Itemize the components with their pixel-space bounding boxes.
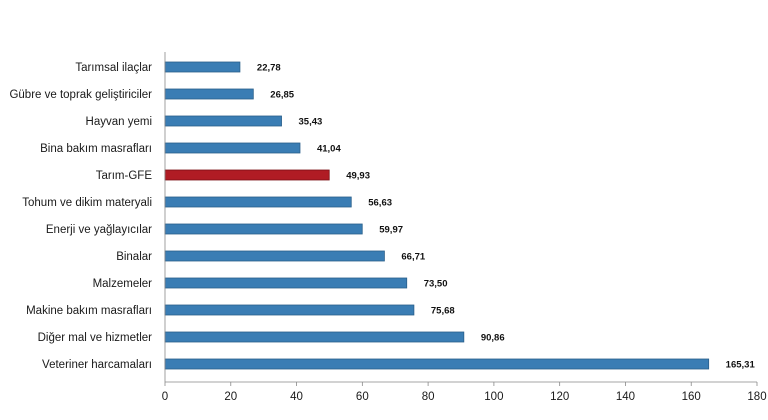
value-label-10: 90,86 bbox=[481, 333, 505, 344]
bar-4 bbox=[164, 169, 330, 181]
bar-1 bbox=[164, 88, 254, 100]
value-label-6: 59,97 bbox=[379, 225, 403, 236]
value-label-8: 73,50 bbox=[424, 279, 448, 290]
bar-6 bbox=[164, 223, 363, 235]
bar-7 bbox=[164, 250, 385, 262]
category-label-7: Binalar bbox=[116, 251, 152, 263]
bar-2 bbox=[164, 115, 282, 127]
bar-3 bbox=[164, 142, 301, 154]
x-tick-label-0: 0 bbox=[162, 391, 168, 403]
bar-10 bbox=[164, 331, 465, 343]
value-label-7: 66,71 bbox=[401, 252, 425, 263]
x-tick-label-4: 80 bbox=[422, 391, 435, 403]
x-tick-label-1: 20 bbox=[224, 391, 237, 403]
x-tick-label-7: 140 bbox=[616, 391, 635, 403]
category-label-9: Makine bakım masrafları bbox=[26, 305, 152, 317]
value-label-3: 41,04 bbox=[317, 144, 341, 155]
bar-9 bbox=[164, 304, 415, 316]
category-label-1: Gübre ve toprak geliştiriciler bbox=[9, 89, 152, 101]
value-label-1: 26,85 bbox=[270, 90, 294, 101]
category-label-10: Diğer mal ve hizmetler bbox=[38, 332, 153, 344]
category-label-5: Tohum ve dikim materyali bbox=[22, 197, 152, 209]
value-label-9: 75,68 bbox=[431, 306, 455, 317]
value-label-11: 165,31 bbox=[726, 360, 756, 371]
category-label-4: Tarım-GFE bbox=[96, 170, 153, 182]
category-labels: Tarımsal ilaçlar Gübre ve toprak geliştir… bbox=[9, 62, 152, 371]
value-label-5: 56,63 bbox=[368, 198, 392, 209]
value-label-4: 49,93 bbox=[346, 171, 370, 182]
x-tick-label-5: 100 bbox=[484, 391, 503, 403]
x-tick-label-8: 160 bbox=[682, 391, 701, 403]
category-label-3: Bina bakım masrafları bbox=[40, 143, 152, 155]
x-tick-label-2: 40 bbox=[290, 391, 303, 403]
x-tick-label-6: 120 bbox=[550, 391, 569, 403]
x-tick-label-9: 180 bbox=[747, 391, 766, 403]
x-axis: 0 20 40 60 80 100 120 140 160 180 bbox=[162, 52, 767, 403]
bars-group bbox=[164, 61, 710, 370]
category-label-6: Enerji ve yağlayıcılar bbox=[46, 224, 152, 236]
value-label-2: 35,43 bbox=[299, 117, 323, 128]
category-label-8: Malzemeler bbox=[93, 278, 153, 290]
x-tick-label-3: 60 bbox=[356, 391, 369, 403]
bar-8 bbox=[164, 277, 408, 289]
value-label-0: 22,78 bbox=[257, 63, 281, 74]
value-labels: 22,78 26,85 35,43 41,04 49,93 56,63 59,97 66,71… bbox=[257, 63, 756, 371]
category-label-0: Tarımsal ilaçlar bbox=[75, 62, 152, 74]
bar-0 bbox=[164, 61, 241, 73]
category-label-11: Veteriner harcamaları bbox=[42, 359, 152, 371]
bar-5 bbox=[164, 196, 352, 208]
bar-11 bbox=[164, 358, 710, 370]
category-label-2: Hayvan yemi bbox=[86, 116, 152, 128]
